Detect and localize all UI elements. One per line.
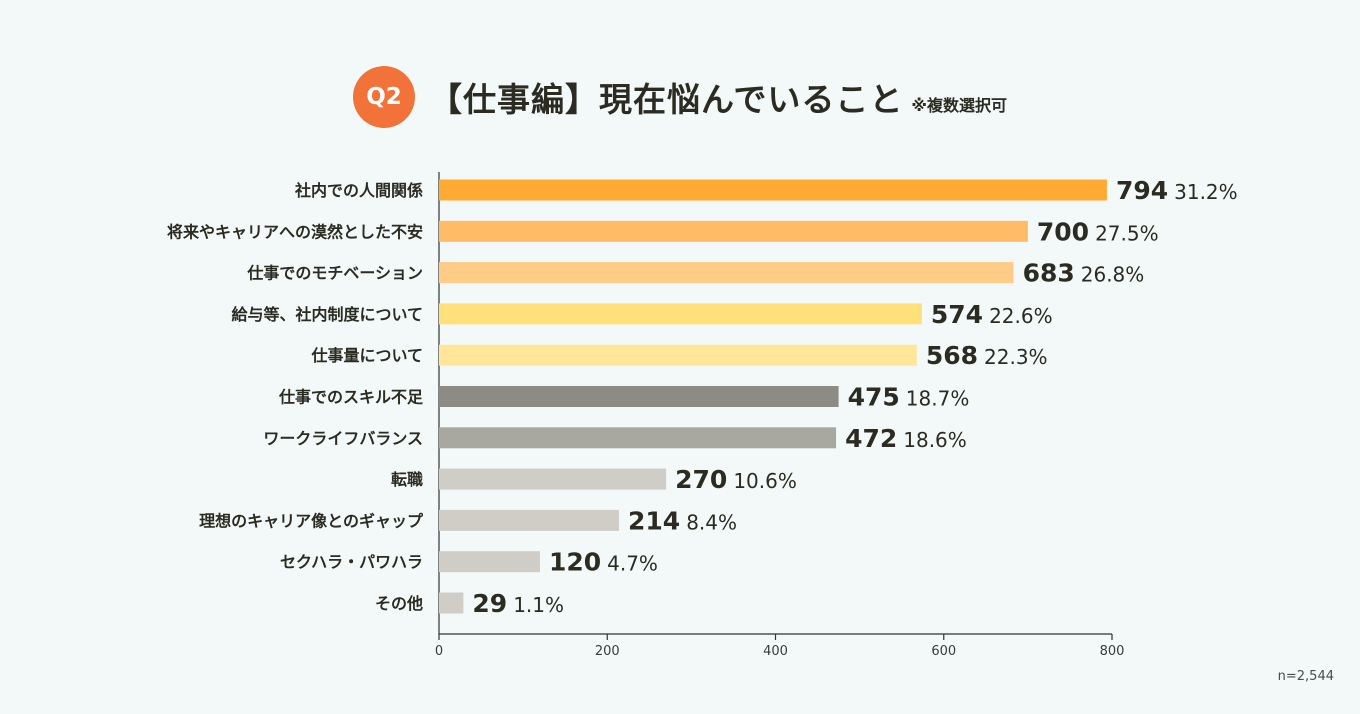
- bar: [439, 179, 1107, 201]
- bar-count: 794: [1116, 176, 1168, 205]
- bar-count: 475: [848, 383, 900, 412]
- bar-percent: 31.2%: [1174, 180, 1238, 204]
- bar-count: 29: [472, 589, 507, 618]
- question-badge: Q2: [353, 66, 416, 128]
- x-tick-label: 400: [763, 644, 788, 659]
- bar-percent: 22.3%: [984, 345, 1048, 369]
- bar: [439, 592, 464, 614]
- bar-percent: 8.4%: [686, 510, 737, 534]
- bar: [439, 509, 620, 531]
- bar-value-label: 472 18.6%: [845, 424, 967, 453]
- bar-value-label: 700 27.5%: [1037, 217, 1159, 246]
- category-label: 給与等、社内制度について: [231, 305, 423, 324]
- bar-value-label: 475 18.7%: [848, 383, 970, 412]
- bar: [439, 262, 1014, 284]
- bar-value-label: 683 26.8%: [1023, 259, 1145, 288]
- bar-count: 472: [845, 424, 897, 453]
- bar-count: 683: [1023, 259, 1075, 288]
- bar-percent: 22.6%: [989, 304, 1053, 328]
- bar-count: 214: [628, 506, 680, 535]
- bar-percent: 4.7%: [607, 552, 658, 576]
- x-tick-label: 600: [931, 644, 956, 659]
- bar: [439, 344, 917, 366]
- bar-value-label: 214 8.4%: [628, 506, 737, 535]
- bar-percent: 18.6%: [903, 428, 967, 452]
- bar-percent: 1.1%: [513, 593, 564, 617]
- category-label: 仕事でのモチベーション: [246, 264, 423, 283]
- bar-value-label: 574 22.6%: [931, 300, 1053, 329]
- bar-count: 568: [926, 341, 978, 370]
- category-label: 理想のキャリア像とのギャップ: [199, 511, 424, 530]
- chart-title: Q2 【仕事編】現在悩んでいること ※複数選択可: [0, 62, 1360, 132]
- bar-percent: 10.6%: [733, 469, 797, 493]
- category-label: セクハラ・パワハラ: [280, 553, 423, 572]
- bar-value-label: 568 22.3%: [926, 341, 1048, 370]
- sample-size-note: n=2,544: [1277, 669, 1334, 684]
- bar-count: 120: [549, 548, 601, 577]
- bar: [439, 386, 839, 407]
- bar: [439, 427, 837, 449]
- bar: [439, 468, 667, 490]
- category-label: 仕事量について: [310, 346, 423, 365]
- category-label: 仕事でのスキル不足: [278, 388, 424, 407]
- bar: [439, 303, 922, 325]
- bar-value-label: 29 1.1%: [472, 589, 564, 618]
- x-tick-label: 0: [435, 644, 443, 659]
- title-text: 【仕事編】現在悩んでいること: [429, 80, 904, 119]
- bar-percent: 18.7%: [906, 387, 970, 411]
- bar-count: 700: [1037, 217, 1089, 246]
- bar-count: 574: [931, 300, 983, 329]
- bar-value-label: 270 10.6%: [675, 465, 797, 494]
- x-tick-label: 800: [1100, 644, 1125, 659]
- category-label: ワークライフバランス: [263, 429, 423, 448]
- bar: [439, 551, 540, 573]
- category-label: 社内での人間関係: [294, 181, 423, 200]
- bar-percent: 26.8%: [1081, 263, 1145, 287]
- category-label: 転職: [391, 470, 423, 489]
- bar-value-label: 794 31.2%: [1116, 176, 1238, 205]
- bar: [439, 220, 1028, 242]
- bar-percent: 27.5%: [1095, 221, 1159, 245]
- x-tick-label: 200: [595, 644, 620, 659]
- bar-value-label: 120 4.7%: [549, 548, 658, 577]
- title-note: ※複数選択可: [911, 96, 1007, 115]
- category-label: その他: [375, 594, 423, 613]
- bar-count: 270: [675, 465, 727, 494]
- category-label: 将来やキャリアへの漠然とした不安: [167, 222, 423, 241]
